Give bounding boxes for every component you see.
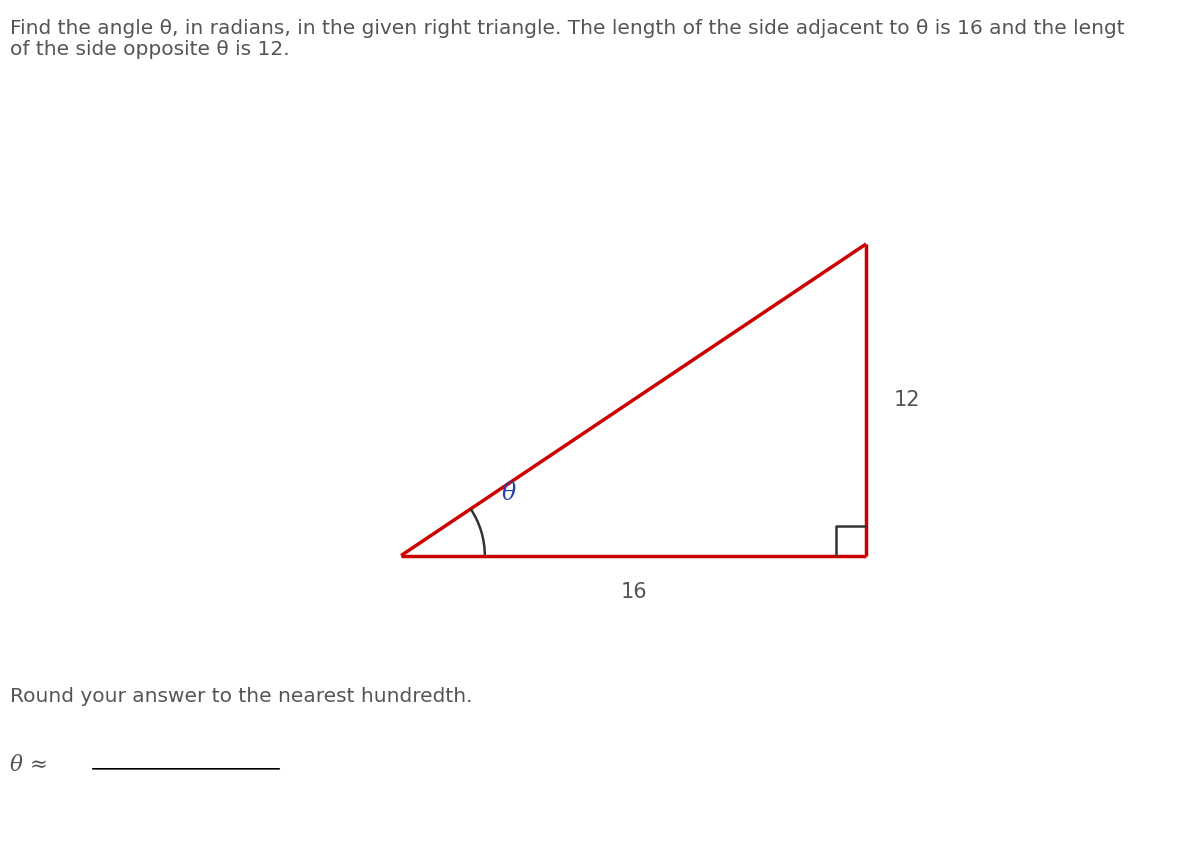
Text: 12: 12: [894, 389, 920, 410]
Text: θ: θ: [502, 482, 516, 505]
Text: Find the angle θ, in radians, in the given right triangle. The length of the sid: Find the angle θ, in radians, in the giv…: [10, 19, 1124, 38]
Text: θ ≈: θ ≈: [10, 754, 48, 776]
Text: Round your answer to the nearest hundredth.: Round your answer to the nearest hundred…: [10, 687, 472, 706]
Text: 16: 16: [620, 582, 647, 602]
Text: of the side opposite θ is 12.: of the side opposite θ is 12.: [10, 40, 289, 60]
